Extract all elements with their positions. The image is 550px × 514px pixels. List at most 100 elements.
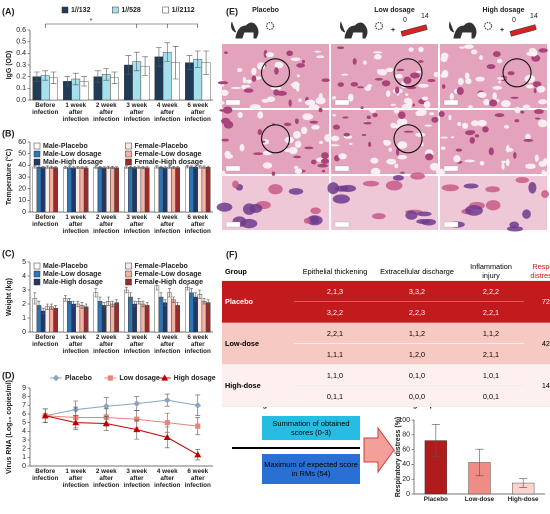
tissue-texture (504, 125, 510, 129)
y-tick-label: 0 (22, 329, 26, 336)
tissue-texture (538, 48, 548, 53)
error-bar (176, 166, 180, 170)
error-bar (176, 302, 180, 309)
tissue-texture (243, 88, 254, 93)
error-bar (68, 166, 71, 170)
tissue-texture (423, 100, 431, 108)
tissue-texture (301, 126, 308, 135)
tissue-texture (366, 115, 371, 120)
legend-swatch (33, 158, 41, 166)
y-tick-label: 40 (18, 162, 26, 169)
tissue-texture (288, 188, 304, 195)
tissue-texture (303, 217, 311, 224)
tissue-texture (288, 99, 292, 107)
tissue-texture (293, 165, 299, 170)
error-bar (76, 300, 80, 308)
tissue-texture (348, 142, 353, 145)
table-cell: 3,2,2 (294, 301, 376, 323)
plus-sign: + (500, 27, 504, 34)
x-tick-label: 6 week after infection (184, 102, 211, 123)
bar (128, 296, 133, 333)
tissue-texture (338, 153, 347, 160)
error-bar (194, 292, 198, 302)
marker (163, 396, 171, 404)
legend-swatch (112, 6, 119, 14)
legend-marker (52, 374, 60, 382)
tissue-texture (514, 106, 521, 114)
table-cell: 72.22 (524, 280, 550, 323)
tissue-texture (367, 84, 373, 88)
tissue-texture (392, 175, 404, 181)
numerator-box: Summation of obtained scores (0-3) (262, 416, 360, 440)
bar (201, 301, 207, 333)
error-bar (155, 165, 159, 169)
y-tick-label: 20 (18, 186, 26, 193)
tissue-texture (273, 89, 280, 96)
tissue-texture (477, 91, 487, 98)
syringe-icon (509, 24, 537, 37)
tissue-texture (304, 146, 314, 150)
tissue-texture (395, 86, 400, 94)
table-cell: 1,1,2 (458, 322, 524, 344)
error-bar (519, 478, 528, 488)
y-tick-label: 4 (22, 273, 26, 280)
tissue-texture (239, 144, 245, 152)
tissue-texture (369, 108, 376, 114)
y-tick-label: 0.6 (16, 27, 26, 34)
bar (185, 166, 190, 213)
bar (114, 167, 119, 213)
scale-bar (334, 99, 350, 106)
legend-swatch (125, 262, 132, 270)
legend-swatch (33, 270, 41, 278)
error-bar (50, 165, 53, 169)
arrow (363, 426, 395, 474)
tissue-texture (505, 158, 510, 167)
table-cell: 2,2,2 (458, 280, 524, 302)
tissue-texture (405, 93, 409, 96)
x-tick-label: 3 week after infection (123, 468, 150, 489)
tissue-texture (533, 109, 544, 115)
tissue-texture (372, 51, 383, 54)
bar (53, 308, 58, 333)
tissue-texture (393, 107, 400, 114)
table-cell: 1,1,0 (294, 364, 376, 386)
bar (175, 167, 180, 213)
bar (205, 167, 211, 213)
error-bar (145, 302, 149, 309)
tissue-texture (310, 159, 317, 165)
table-cell: 1,0,1 (458, 364, 524, 386)
legend-label: 1//132 (71, 7, 91, 14)
error-bar (141, 300, 145, 308)
bar (136, 301, 142, 333)
error-bar (68, 298, 71, 305)
monkey-icon (231, 21, 259, 39)
tissue-texture (396, 148, 400, 156)
bar (83, 306, 89, 333)
x-tick-label: Placebo (423, 496, 448, 503)
y-tick-label: 0 (22, 463, 26, 470)
x-tick-label: 3 week after infection (123, 334, 150, 355)
y-tick-label: 1 (22, 454, 26, 461)
bar (45, 166, 50, 213)
tissue-texture (522, 104, 531, 111)
table-cell: 0,0,0 (376, 385, 458, 407)
legend-label: Low dosage (119, 375, 160, 382)
tissue-texture (304, 99, 316, 106)
tissue-texture (492, 85, 503, 90)
tissue-texture (373, 54, 382, 60)
tissue-texture (230, 86, 242, 90)
bar (197, 294, 203, 333)
tissue-texture (463, 183, 479, 189)
bar (158, 296, 164, 333)
tissue-image (222, 44, 329, 108)
tissue-texture (421, 96, 429, 101)
series-line (45, 415, 198, 456)
tissue-texture (421, 218, 437, 226)
tissue-texture (474, 134, 480, 138)
x-tick-label: Before infection (32, 102, 59, 116)
tissue-texture (256, 62, 266, 70)
tissue-texture (429, 112, 435, 116)
tissue-texture (363, 121, 372, 125)
